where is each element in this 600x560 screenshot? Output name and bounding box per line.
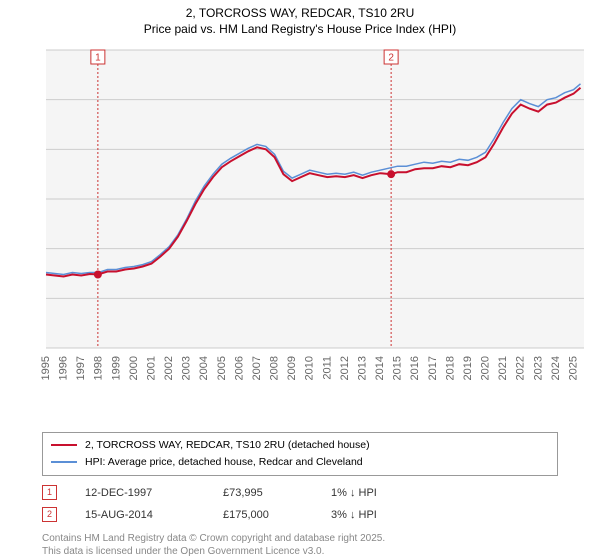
svg-text:2005: 2005 <box>216 356 228 380</box>
svg-text:2: 2 <box>388 53 394 64</box>
svg-text:2010: 2010 <box>304 356 316 380</box>
svg-text:2020: 2020 <box>480 356 492 380</box>
svg-text:1995: 1995 <box>40 356 52 380</box>
svg-text:2012: 2012 <box>339 356 351 380</box>
transaction-price: £73,995 <box>223 487 331 499</box>
footer-line2: This data is licensed under the Open Gov… <box>42 545 558 559</box>
svg-text:1998: 1998 <box>93 356 105 380</box>
svg-text:2003: 2003 <box>181 356 193 380</box>
transaction-marker: 2 <box>42 507 57 522</box>
svg-text:2009: 2009 <box>286 356 298 380</box>
transaction-hpi: 1% ↓ HPI <box>331 487 431 499</box>
svg-text:2006: 2006 <box>233 356 245 380</box>
svg-text:£150K: £150K <box>40 194 41 206</box>
svg-text:1997: 1997 <box>75 356 87 380</box>
legend-swatch-red <box>51 444 77 446</box>
svg-text:2014: 2014 <box>374 356 386 380</box>
legend-swatch-blue <box>51 461 77 463</box>
svg-text:2008: 2008 <box>269 356 281 380</box>
chart-container: 2, TORCROSS WAY, REDCAR, TS10 2RU Price … <box>0 0 600 560</box>
transaction-table: 1 12-DEC-1997 £73,995 1% ↓ HPI2 15-AUG-2… <box>42 482 558 526</box>
footer-line1: Contains HM Land Registry data © Crown c… <box>42 532 558 546</box>
svg-text:2004: 2004 <box>198 356 210 380</box>
svg-text:£200K: £200K <box>40 144 41 156</box>
transaction-marker: 1 <box>42 485 57 500</box>
svg-text:£250K: £250K <box>40 95 41 107</box>
title-subtitle: Price paid vs. HM Land Registry's House … <box>0 22 600 36</box>
title-address: 2, TORCROSS WAY, REDCAR, TS10 2RU <box>0 6 600 20</box>
transaction-price: £175,000 <box>223 509 331 521</box>
svg-text:2024: 2024 <box>550 356 562 380</box>
svg-text:1996: 1996 <box>58 356 70 380</box>
svg-text:£300K: £300K <box>40 46 41 57</box>
svg-text:2002: 2002 <box>163 356 175 380</box>
svg-text:£50K: £50K <box>40 293 41 305</box>
legend-label-blue: HPI: Average price, detached house, Redc… <box>85 454 363 471</box>
svg-text:2025: 2025 <box>567 356 579 380</box>
svg-text:2015: 2015 <box>392 356 404 380</box>
svg-text:2013: 2013 <box>356 356 368 380</box>
svg-text:1: 1 <box>95 53 101 64</box>
svg-text:2018: 2018 <box>444 356 456 380</box>
svg-text:2016: 2016 <box>409 356 421 380</box>
legend-label-red: 2, TORCROSS WAY, REDCAR, TS10 2RU (detac… <box>85 437 370 454</box>
svg-text:£100K: £100K <box>40 244 41 256</box>
svg-text:2021: 2021 <box>497 356 509 380</box>
transaction-hpi: 3% ↓ HPI <box>331 509 431 521</box>
svg-text:2000: 2000 <box>128 356 140 380</box>
svg-text:2019: 2019 <box>462 356 474 380</box>
transaction-date: 15-AUG-2014 <box>85 509 223 521</box>
price-chart: £0£50K£100K£150K£200K£250K£300K199519961… <box>40 46 590 396</box>
legend-item-property: 2, TORCROSS WAY, REDCAR, TS10 2RU (detac… <box>51 437 549 454</box>
svg-text:2007: 2007 <box>251 356 263 380</box>
transaction-date: 12-DEC-1997 <box>85 487 223 499</box>
transaction-row: 1 12-DEC-1997 £73,995 1% ↓ HPI <box>42 482 558 504</box>
legend: 2, TORCROSS WAY, REDCAR, TS10 2RU (detac… <box>42 432 558 476</box>
title-block: 2, TORCROSS WAY, REDCAR, TS10 2RU Price … <box>0 0 600 36</box>
footer-text: Contains HM Land Registry data © Crown c… <box>42 532 558 559</box>
transaction-row: 2 15-AUG-2014 £175,000 3% ↓ HPI <box>42 504 558 526</box>
svg-text:1999: 1999 <box>110 356 122 380</box>
svg-text:2023: 2023 <box>532 356 544 380</box>
svg-text:2001: 2001 <box>145 356 157 380</box>
legend-item-hpi: HPI: Average price, detached house, Redc… <box>51 454 549 471</box>
svg-text:2011: 2011 <box>321 356 333 380</box>
svg-text:2022: 2022 <box>515 356 527 380</box>
svg-text:2017: 2017 <box>427 356 439 380</box>
